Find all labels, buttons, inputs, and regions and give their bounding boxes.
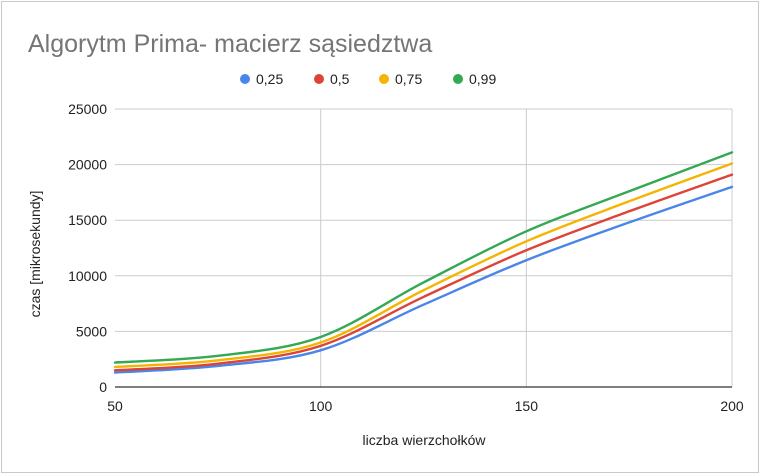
grid: [115, 108, 733, 388]
legend-marker: [240, 74, 250, 84]
x-tick-label: 150: [515, 398, 539, 414]
legend-label: 0,5: [330, 71, 350, 87]
y-tick-label: 0: [99, 379, 107, 395]
series-line-2: [113, 173, 734, 372]
x-tick-label: 200: [720, 398, 744, 414]
y-tick-label: 10000: [68, 268, 107, 284]
series-line-1: [113, 185, 734, 374]
x-tick-label: 50: [107, 398, 123, 414]
series-line-4: [113, 151, 734, 364]
x-tick-label: 100: [309, 398, 333, 414]
chart-title: Algorytm Prima- macierz sąsiedztwa: [28, 30, 432, 58]
y-axis-ticks: 0 5000 10000 15000 20000 25000: [68, 101, 107, 395]
legend-marker: [379, 74, 389, 84]
x-axis-title: liczba wierzchołków: [363, 432, 487, 448]
y-tick-label: 20000: [68, 157, 107, 173]
legend-marker: [453, 74, 463, 84]
x-axis-ticks: 50 100 150 200: [107, 398, 744, 414]
y-tick-label: 25000: [68, 101, 107, 117]
legend-marker: [314, 74, 324, 84]
y-axis-title: czas [mikrosekundy]: [27, 191, 43, 318]
legend-label: 0,25: [256, 71, 283, 87]
legend-label: 0,99: [469, 71, 496, 87]
legend: 0,25 0,5 0,75 0,99: [240, 71, 496, 87]
y-tick-label: 5000: [76, 323, 107, 339]
legend-label: 0,75: [395, 71, 422, 87]
y-tick-label: 15000: [68, 212, 107, 228]
series-line-3: [113, 162, 734, 369]
series-lines: [113, 151, 734, 374]
